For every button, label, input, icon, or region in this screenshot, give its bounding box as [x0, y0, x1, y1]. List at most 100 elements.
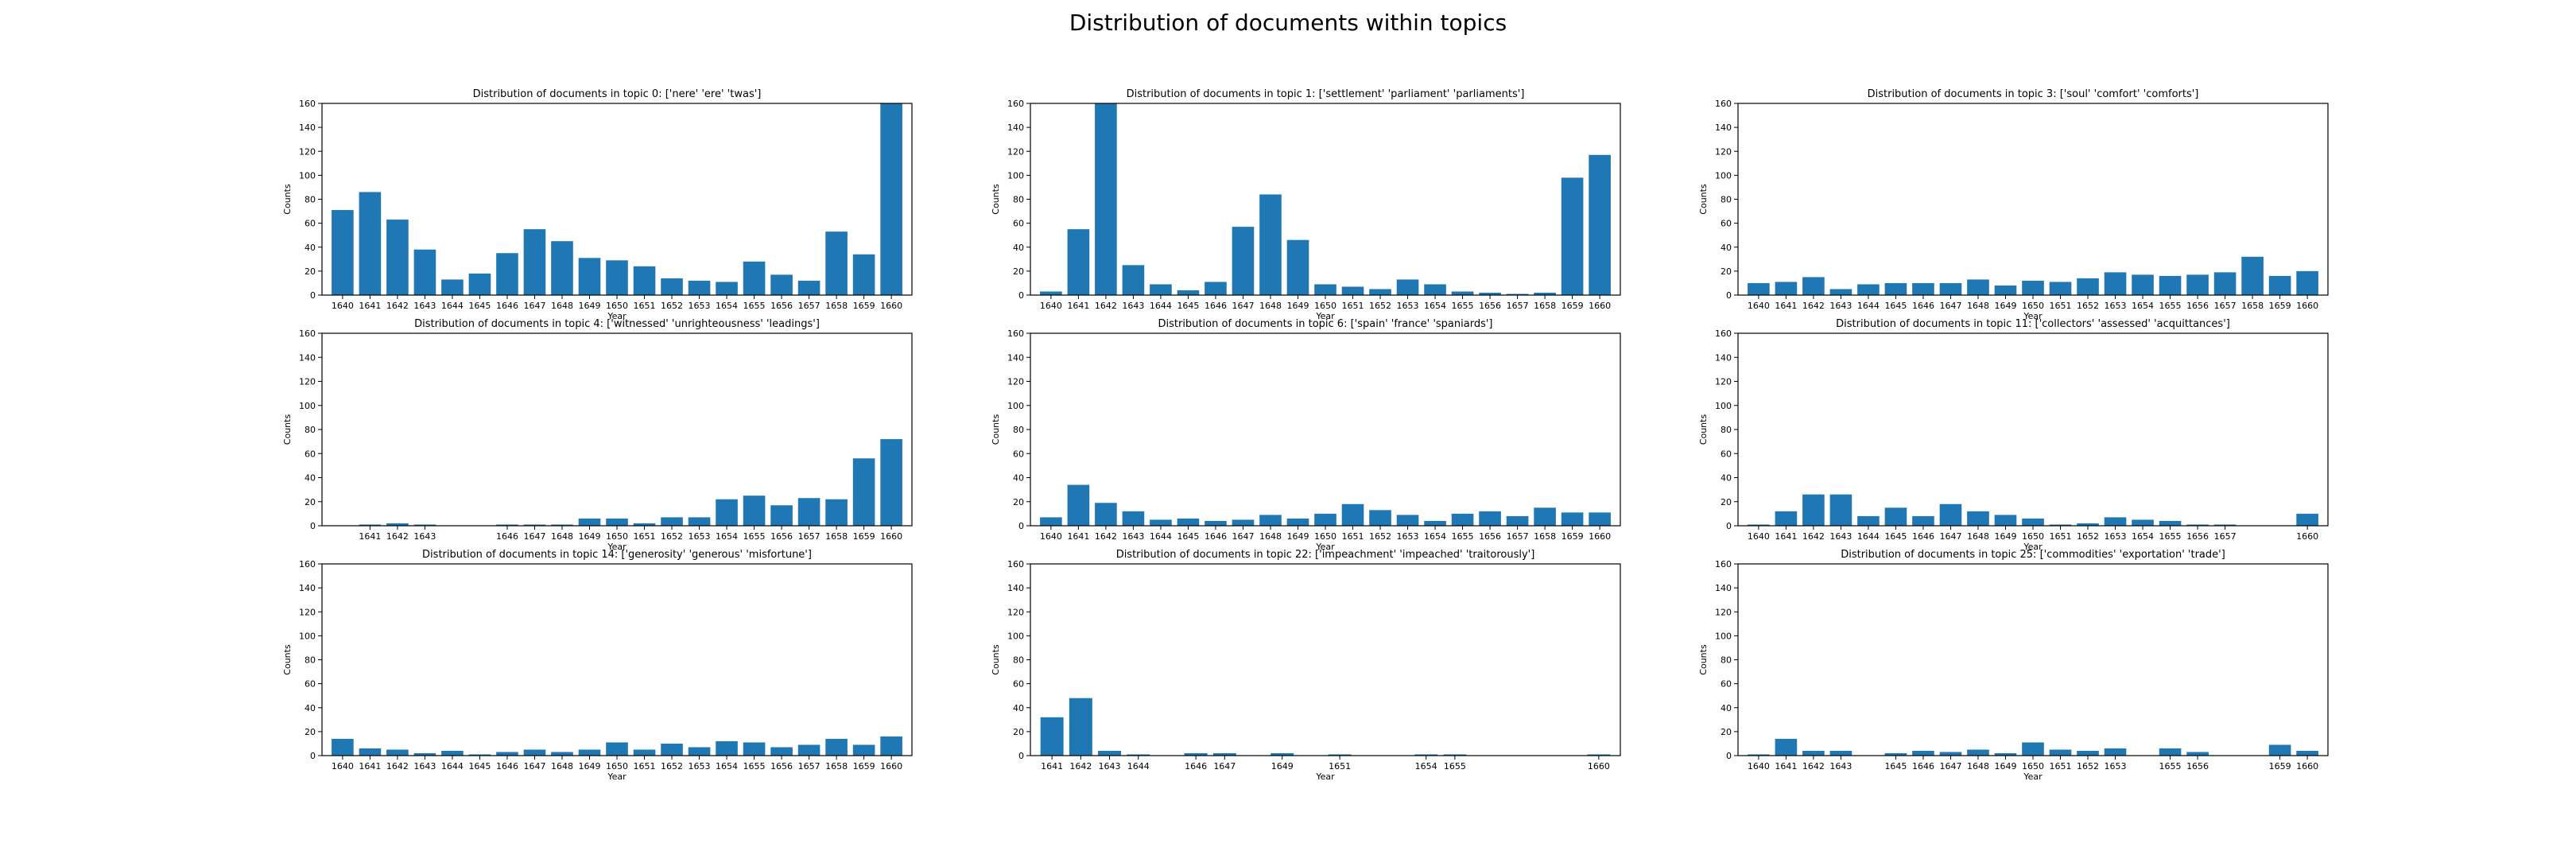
- bar: [551, 752, 573, 756]
- bar: [2049, 282, 2072, 295]
- chart-title: Distribution of documents in topic 1: ['…: [1127, 88, 1525, 100]
- bar: [633, 266, 656, 295]
- bar: [688, 280, 711, 295]
- x-tick-label: 1655: [2159, 761, 2182, 772]
- y-tick-label: 80: [305, 425, 316, 435]
- y-axis-label: Counts: [1698, 644, 1709, 675]
- x-tick-label: 1649: [1286, 301, 1309, 311]
- x-tick-label: 1658: [825, 761, 848, 772]
- x-tick-label: 1645: [1177, 301, 1199, 311]
- x-tick-label: 1653: [2105, 531, 2127, 542]
- x-axis-label: Year: [607, 772, 627, 782]
- y-tick-label: 0: [1018, 290, 1024, 301]
- x-tick-label: 1654: [716, 301, 738, 311]
- x-tick-label: 1649: [578, 301, 600, 311]
- x-axis-label: Year: [1315, 542, 1335, 552]
- bar: [1506, 293, 1529, 295]
- x-tick-label: 1646: [1205, 531, 1227, 542]
- x-tick-label: 1651: [1342, 301, 1364, 311]
- x-tick-label: 1648: [1967, 531, 1989, 542]
- y-tick-label: 60: [1013, 449, 1024, 459]
- x-tick-label: 1651: [2050, 301, 2072, 311]
- x-tick-label: 1657: [798, 301, 821, 311]
- x-tick-label: 1651: [2050, 531, 2072, 542]
- x-tick-label: 1655: [2159, 301, 2182, 311]
- x-tick-label: 1644: [1150, 301, 1172, 311]
- axes-frame: [1030, 563, 1621, 756]
- bar: [1451, 513, 1474, 527]
- x-tick-label: 1640: [1040, 301, 1062, 311]
- x-tick-label: 1660: [880, 761, 902, 772]
- x-tick-label: 1648: [551, 301, 573, 311]
- bar: [523, 749, 546, 756]
- x-tick-label: 1650: [606, 531, 628, 542]
- bar: [523, 229, 546, 295]
- bar: [1829, 750, 1852, 756]
- x-tick-label: 1647: [1939, 761, 1961, 772]
- bar: [468, 754, 491, 756]
- bar: [1205, 520, 1227, 526]
- bar: [1802, 277, 1825, 295]
- bar: [1829, 494, 1852, 526]
- x-tick-label: 1649: [578, 531, 600, 542]
- bar: [716, 282, 738, 295]
- bar: [1775, 282, 1798, 295]
- y-tick-label: 100: [1007, 631, 1024, 641]
- x-tick-label: 1642: [1095, 531, 1117, 542]
- x-tick-label: 1640: [1748, 301, 1770, 311]
- x-tick-label: 1649: [1994, 301, 2016, 311]
- x-tick-label: 1642: [1802, 531, 1825, 542]
- x-axis-label: Year: [2023, 542, 2043, 552]
- x-tick-label: 1641: [359, 301, 381, 311]
- bar: [1748, 754, 1770, 756]
- y-tick-label: 20: [305, 266, 316, 277]
- bar: [2077, 523, 2099, 526]
- axes-frame: [1030, 103, 1621, 296]
- x-tick-label: 1655: [1444, 761, 1466, 772]
- y-tick-label: 100: [299, 170, 316, 181]
- y-tick-label: 160: [1715, 99, 1732, 109]
- x-tick-label: 1652: [2077, 531, 2099, 542]
- y-tick-label: 80: [1721, 655, 1732, 666]
- chart-panel-8: 0 20 40 60 80 100 120 140 160 1640 1641 1642 1643 164…: [1698, 549, 2329, 782]
- x-tick-label: 1656: [770, 761, 793, 772]
- y-tick-label: 40: [1013, 473, 1024, 484]
- x-tick-label: 1643: [1122, 301, 1144, 311]
- bar: [2213, 524, 2237, 526]
- bar: [797, 280, 821, 295]
- bar: [578, 749, 601, 756]
- bar: [2268, 275, 2291, 295]
- y-tick-label: 160: [299, 559, 316, 569]
- x-tick-label: 1642: [1069, 761, 1092, 772]
- x-tick-label: 1655: [1452, 301, 1474, 311]
- x-tick-label: 1642: [386, 301, 409, 311]
- bar: [716, 740, 738, 756]
- chart-panel-6: 0 20 40 60 80 100 120 140 160 1640 1641 1642 1643 164…: [282, 549, 913, 782]
- x-tick-label: 1658: [825, 301, 848, 311]
- chart-panel-4: 0 20 40 60 80 100 120 140 160 1640 1641 1642 1643 164…: [991, 318, 1621, 552]
- axes-frame: [1737, 332, 2329, 527]
- x-tick-label: 1647: [1939, 301, 1961, 311]
- y-tick-label: 20: [1013, 497, 1024, 507]
- bar: [688, 517, 711, 526]
- x-tick-label: 1660: [1589, 531, 1611, 542]
- x-tick-label: 1640: [332, 301, 354, 311]
- y-tick-label: 0: [1018, 751, 1024, 761]
- y-tick-label: 80: [305, 655, 316, 666]
- bar: [2296, 513, 2318, 527]
- bar: [1314, 284, 1336, 295]
- bar: [2159, 748, 2182, 756]
- y-tick-label: 60: [1721, 219, 1732, 229]
- x-tick-label: 1657: [1507, 301, 1529, 311]
- bar: [1589, 154, 1611, 295]
- chart-title: Distribution of documents in topic 6: ['…: [1158, 318, 1492, 330]
- y-axis-label: Counts: [282, 184, 293, 215]
- bar: [1587, 754, 1611, 756]
- bar: [1212, 752, 1236, 756]
- x-tick-label: 1648: [551, 761, 573, 772]
- bar: [496, 752, 518, 756]
- bar: [1589, 512, 1611, 526]
- y-tick-label: 60: [1013, 219, 1024, 229]
- y-tick-label: 120: [1715, 377, 1732, 387]
- y-tick-label: 120: [1715, 607, 1732, 617]
